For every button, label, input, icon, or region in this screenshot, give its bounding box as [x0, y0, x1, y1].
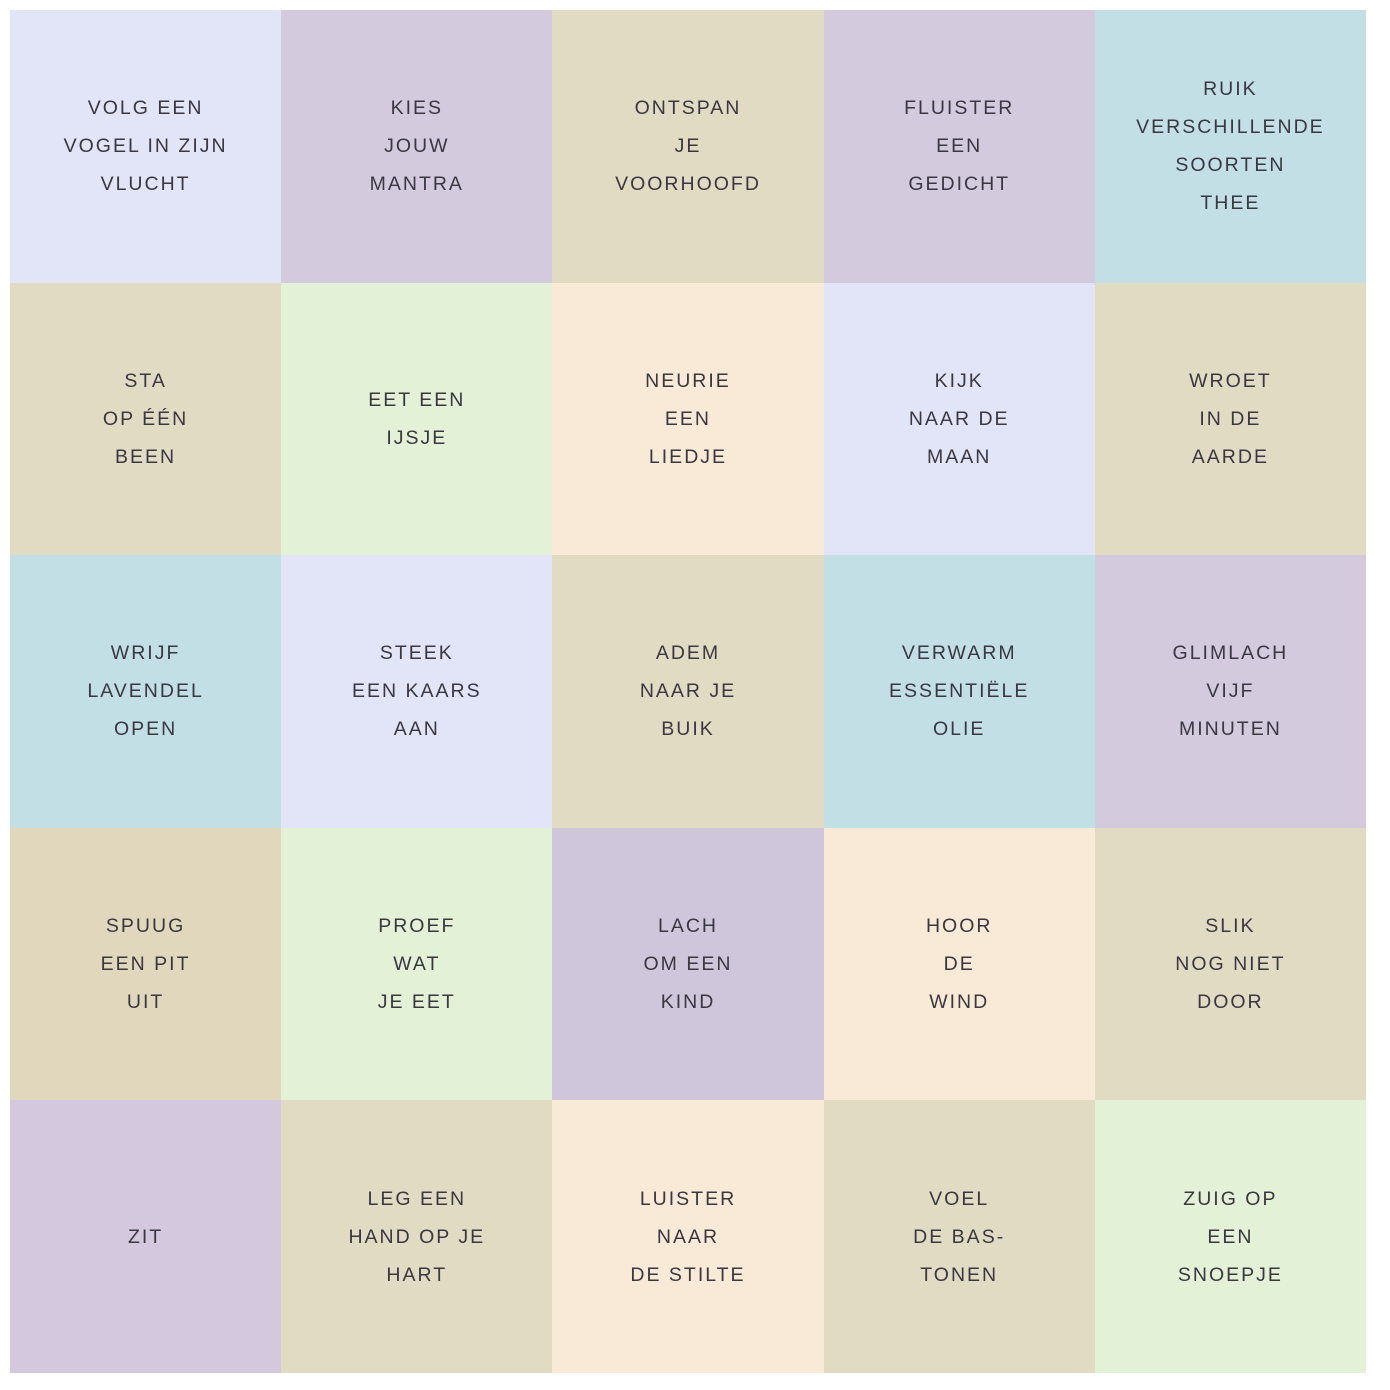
bingo-cell: RUIK VERSCHILLENDE SOORTEN THEE [1094, 10, 1366, 283]
bingo-cell-text: RUIK VERSCHILLENDE SOORTEN THEE [1136, 78, 1325, 215]
bingo-cell-text: EET EEN IJSJE [368, 388, 466, 449]
bingo-cell-text: FLUISTER EEN GEDICHT [904, 97, 1015, 196]
bingo-cell-text: KIJK NAAR DE MAAN [908, 369, 1010, 468]
bingo-cell: HOOR DE WIND [823, 827, 1095, 1101]
bingo-cell: GLIMLACH VIJF MINUTEN [1094, 555, 1366, 828]
bingo-cell: ADEM NAAR JE BUIK [552, 555, 824, 828]
bingo-cell: ONTSPAN JE VOORHOOFD [552, 10, 824, 283]
bingo-cell-text: STA OP ÉÉN BEEN [102, 369, 189, 468]
bingo-cell: SLIK NOG NIET DOOR [1094, 827, 1366, 1101]
bingo-cell: NEURIE EEN LIEDJE [552, 282, 824, 556]
bingo-cell-text: PROEF WAT JE EET [377, 915, 456, 1014]
bingo-cell-text: NEURIE EEN LIEDJE [645, 369, 731, 468]
bingo-cell-text: ADEM NAAR JE BUIK [639, 642, 737, 741]
bingo-cell-text: ONTSPAN JE VOORHOOFD [615, 97, 761, 196]
bingo-cell-text: WROET IN DE AARDE [1189, 369, 1272, 468]
bingo-cell: ZUIG OP EEN SNOEPJE [1094, 1100, 1366, 1373]
bingo-cell: LACH OM EEN KIND [552, 827, 824, 1101]
bingo-cell-text: ZUIG OP EEN SNOEPJE [1177, 1187, 1283, 1286]
bingo-cell-text: KIES JOUW MANTRA [369, 97, 464, 196]
bingo-cell-text: VERWARM ESSENTIËLE OLIE [889, 642, 1030, 741]
bingo-cell-text: VOEL DE BAS- TONEN [913, 1187, 1006, 1286]
bingo-cell-text: LUISTER NAAR DE STILTE [630, 1187, 746, 1286]
bingo-cell: PROEF WAT JE EET [281, 827, 553, 1101]
bingo-cell: VOLG EEN VOGEL IN ZIJN VLUCHT [10, 10, 282, 283]
bingo-cell-text: SLIK NOG NIET DOOR [1175, 915, 1286, 1014]
bingo-cell: ZIT [10, 1100, 282, 1373]
bingo-cell: STA OP ÉÉN BEEN [10, 282, 282, 556]
bingo-cell-text: LACH OM EEN KIND [643, 915, 733, 1014]
bingo-cell: VOEL DE BAS- TONEN [823, 1100, 1095, 1373]
bingo-cell-text: GLIMLACH VIJF MINUTEN [1172, 642, 1289, 741]
bingo-cell: WRIJF LAVENDEL OPEN [10, 555, 282, 828]
bingo-cell: LUISTER NAAR DE STILTE [552, 1100, 824, 1373]
bingo-cell-text: VOLG EEN VOGEL IN ZIJN VLUCHT [63, 97, 228, 196]
bingo-cell: SPUUG EEN PIT UIT [10, 827, 282, 1101]
bingo-cell-text: ZIT [127, 1225, 164, 1248]
bingo-cell: FLUISTER EEN GEDICHT [823, 10, 1095, 283]
bingo-cell: STEEK EEN KAARS AAN [281, 555, 553, 828]
bingo-cell-text: WRIJF LAVENDEL OPEN [87, 642, 204, 741]
bingo-cell: KIES JOUW MANTRA [281, 10, 553, 283]
bingo-cell-text: HOOR DE WIND [925, 915, 993, 1014]
bingo-cell: VERWARM ESSENTIËLE OLIE [823, 555, 1095, 828]
bingo-cell: EET EEN IJSJE [281, 282, 553, 556]
bingo-cell-text: SPUUG EEN PIT UIT [100, 915, 191, 1014]
bingo-cell-text: LEG EEN HAND OP JE HART [348, 1187, 486, 1286]
bingo-cell: KIJK NAAR DE MAAN [823, 282, 1095, 556]
bingo-cell: WROET IN DE AARDE [1094, 282, 1366, 556]
bingo-cell: LEG EEN HAND OP JE HART [281, 1100, 553, 1373]
bingo-cell-text: STEEK EEN KAARS AAN [351, 642, 482, 741]
bingo-board: VOLG EEN VOGEL IN ZIJN VLUCHT KIES JOUW … [10, 10, 1366, 1373]
